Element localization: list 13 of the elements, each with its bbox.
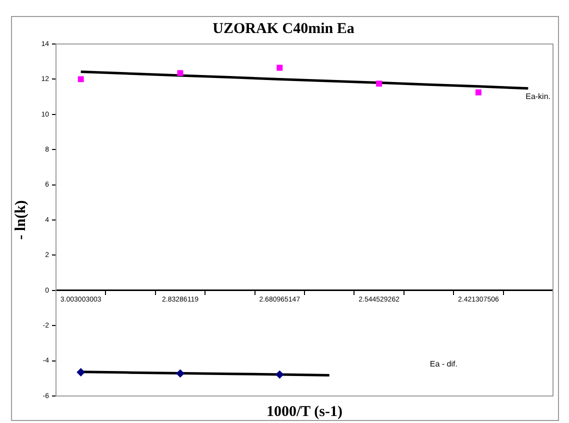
point xyxy=(78,76,84,82)
point xyxy=(76,368,85,376)
point xyxy=(177,70,184,76)
point xyxy=(276,64,283,71)
point xyxy=(376,80,382,87)
chart-title: UZORAK C40min Ea xyxy=(212,20,355,37)
annotation: Ea - dif. xyxy=(430,360,458,369)
point xyxy=(176,369,184,378)
y-axis-title: - ln(k) xyxy=(12,200,29,240)
annotation: Ea-kin. xyxy=(526,92,551,102)
point xyxy=(276,370,284,379)
point xyxy=(475,89,482,96)
x-axis-title: 1000/T (s-1) xyxy=(266,404,342,420)
